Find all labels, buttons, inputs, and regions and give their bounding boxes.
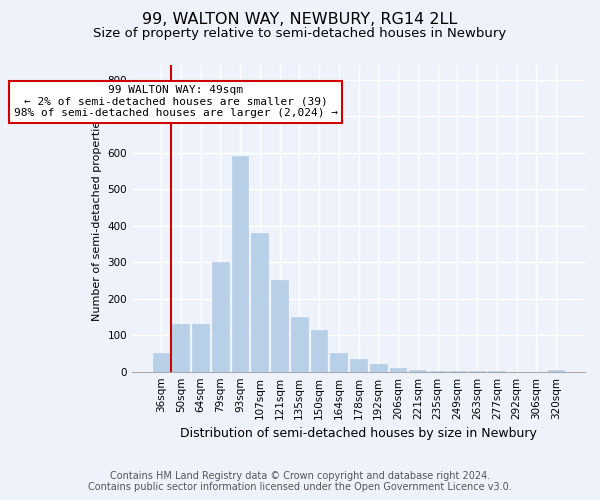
Bar (212, 262, 229, 372)
Text: Size of property relative to semi-detached houses in Newbury: Size of property relative to semi-detach… (94, 28, 506, 40)
Bar (331, 354, 347, 372)
Bar (251, 233, 268, 372)
Bar (389, 368, 406, 372)
Bar (311, 330, 328, 372)
Bar (370, 364, 386, 372)
Bar (409, 370, 426, 372)
Y-axis label: Number of semi-detached properties: Number of semi-detached properties (92, 116, 102, 322)
Text: 99, WALTON WAY, NEWBURY, RG14 2LL: 99, WALTON WAY, NEWBURY, RG14 2LL (142, 12, 458, 28)
Bar (291, 317, 308, 372)
Bar (548, 370, 565, 372)
Text: 99 WALTON WAY: 49sqm
← 2% of semi-detached houses are smaller (39)
98% of semi-d: 99 WALTON WAY: 49sqm ← 2% of semi-detach… (14, 85, 338, 118)
Bar (429, 370, 446, 372)
Bar (232, 156, 248, 372)
Bar (271, 280, 288, 372)
Bar (192, 324, 209, 372)
Bar (172, 324, 189, 372)
Bar (152, 354, 169, 372)
Bar (449, 371, 466, 372)
Text: Contains HM Land Registry data © Crown copyright and database right 2024.
Contai: Contains HM Land Registry data © Crown c… (88, 471, 512, 492)
X-axis label: Distribution of semi-detached houses by size in Newbury: Distribution of semi-detached houses by … (180, 427, 537, 440)
Bar (350, 359, 367, 372)
